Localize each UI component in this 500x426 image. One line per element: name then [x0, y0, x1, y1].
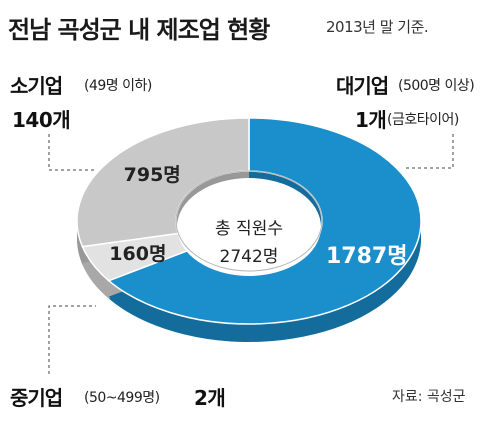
large-company-count: 1개 [355, 108, 387, 132]
small-company-count: 140개 [12, 108, 71, 132]
large-company-label: 대기업 [336, 74, 389, 98]
medium-company-label: 중기업 [10, 386, 63, 410]
value-labels: 1787명 160명 795명 [109, 164, 407, 269]
medium-company-note: (50~499명) [84, 390, 160, 406]
chart-title: 전남 곡성군 내 제조업 현황 [8, 16, 270, 44]
small-leader-line [48, 134, 94, 171]
medium-leader-line [48, 305, 96, 374]
large-company-note: (500명 이상) [398, 78, 475, 94]
chart-subtitle: 2013년 말 기준. [326, 18, 429, 36]
leader-lines [48, 134, 454, 374]
large-company-count-note: (금호타이어) [387, 112, 459, 128]
center-label-title: 총 직원수 [215, 219, 283, 239]
donut-hole [175, 170, 323, 276]
large-value-label: 1787명 [326, 244, 407, 269]
small-company-label: 소기업 [10, 74, 63, 98]
medium-company-count: 2개 [194, 386, 226, 410]
medium-value-label: 160명 [109, 243, 166, 265]
donut-center-rim [175, 170, 323, 272]
large-leader-line [404, 134, 454, 169]
small-value-label: 795명 [124, 164, 181, 186]
donut-center [177, 178, 321, 276]
small-company-note: (49명 이하) [84, 78, 152, 94]
source-note: 자료: 곡성군 [392, 389, 466, 405]
center-label-total: 2742명 [220, 247, 279, 267]
